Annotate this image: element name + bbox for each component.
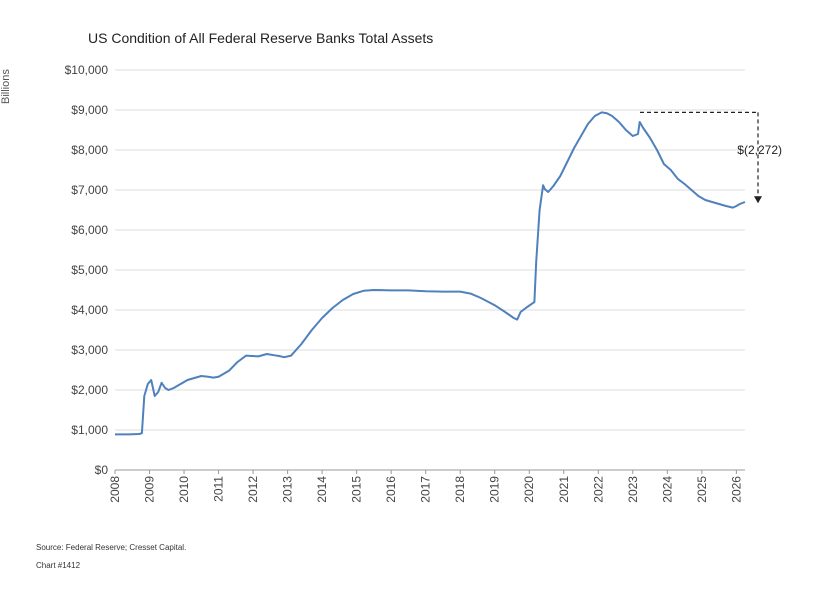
x-tick-label: 2025 xyxy=(695,476,709,503)
chart-number: Chart #1412 xyxy=(36,561,81,570)
arrow-head-icon xyxy=(754,196,762,204)
y-tick-label: $4,000 xyxy=(71,303,108,317)
x-tick-label: 2014 xyxy=(315,476,329,503)
x-axis-tick-labels: 2008 2009 2010 2011 2012 2013 2014 2015 2016 2017… xyxy=(108,470,743,503)
y-axis-tick-labels: $0 $1,000 $2,000 $3,000 $4,000 $5,000 $6,000 $7… xyxy=(65,63,109,477)
plot-area xyxy=(115,111,746,436)
x-tick-label: 2017 xyxy=(419,476,433,503)
y-tick-label: $9,000 xyxy=(71,103,108,117)
x-tick-label: 2008 xyxy=(108,476,122,503)
x-tick-label: 2010 xyxy=(177,476,191,503)
x-tick-label: 2012 xyxy=(246,476,260,503)
y-tick-label: $7,000 xyxy=(71,183,108,197)
x-tick-label: 2020 xyxy=(522,476,536,503)
source-note: Source: Federal Reserve; Cresset Capital… xyxy=(36,543,187,552)
x-tick-label: 2021 xyxy=(557,476,571,503)
x-tick-label: 2023 xyxy=(626,476,640,503)
x-tick-label: 2024 xyxy=(660,476,674,503)
decline-label: $(2,272) xyxy=(737,143,782,157)
y-tick-label: $3,000 xyxy=(71,343,108,357)
x-tick-label: 2019 xyxy=(488,476,502,503)
y-tick-label: $8,000 xyxy=(71,143,108,157)
total-assets-line xyxy=(115,111,746,436)
gridlines xyxy=(115,69,745,471)
x-tick-label: 2016 xyxy=(384,476,398,503)
y-tick-label: $6,000 xyxy=(71,223,108,237)
x-tick-label: 2022 xyxy=(591,476,605,503)
y-tick-label: $1,000 xyxy=(71,423,108,437)
x-tick-label: 2011 xyxy=(212,476,226,502)
annotation: $(2,272) xyxy=(640,111,782,204)
x-tick-label: 2018 xyxy=(453,476,467,503)
y-tick-label: $0 xyxy=(95,463,109,477)
y-tick-label: $2,000 xyxy=(71,383,108,397)
y-tick-label: $5,000 xyxy=(71,263,108,277)
x-tick-label: 2026 xyxy=(729,476,743,503)
chart-title: US Condition of All Federal Reserve Bank… xyxy=(88,30,434,46)
x-tick-label: 2015 xyxy=(350,476,364,503)
x-tick-label: 2009 xyxy=(143,476,157,503)
y-tick-label: $10,000 xyxy=(65,63,109,77)
x-tick-label: 2013 xyxy=(281,476,295,503)
